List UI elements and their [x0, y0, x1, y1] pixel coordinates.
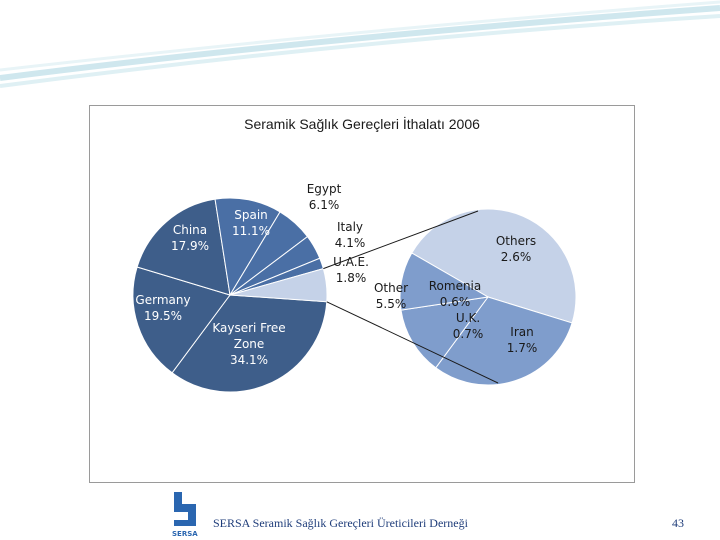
- breakout-label-u-k: U.K. 0.7%: [453, 311, 484, 341]
- connector-line-bottom: [326, 301, 499, 384]
- breakout-label-iran: Iran 1.7%: [507, 325, 538, 355]
- pie-slice-china: [136, 198, 231, 296]
- slice-label-other: Other 5.5%: [374, 281, 408, 311]
- slice-label-kayseri-free-zone: Kayseri Free Zone 34.1%: [212, 321, 285, 367]
- breakout-slice-others: [411, 208, 577, 324]
- slice-label-china: China 17.9%: [171, 223, 209, 253]
- decorative-swoosh: [0, 0, 720, 88]
- footer-text: SERSA Seramik Sağlık Gereçleri Üreticile…: [213, 516, 468, 530]
- connector-lines: [323, 210, 499, 384]
- slice-label-u-a-e: U.A.E. 1.8%: [333, 255, 369, 285]
- sersa-logo: SERSA: [172, 492, 198, 538]
- main-pie: [132, 197, 328, 393]
- breakout-slice-romenia: [399, 252, 490, 311]
- slice-label-spain: Spain 11.1%: [232, 208, 270, 238]
- pie-slice-spain: [214, 197, 281, 297]
- breakout-pie: [399, 208, 577, 386]
- slice-label-egypt: Egypt 6.1%: [307, 182, 342, 212]
- pie-slice-other: [229, 268, 328, 303]
- breakout-slice-iran: [435, 296, 573, 386]
- breakout-label-romenia: Romenia 0.6%: [429, 279, 482, 309]
- chart-title: Seramik Sağlık Gereçleri İthalatı 2006: [244, 116, 480, 132]
- logo-text: SERSA: [172, 530, 198, 538]
- pie-slice-kayseri-free-zone: [171, 294, 328, 393]
- breakout-label-others: Others 2.6%: [496, 234, 536, 264]
- connector-line-top: [323, 210, 479, 270]
- page-number: 43: [672, 516, 684, 530]
- slice-labels: Kayseri Free Zone 34.1% Germany 19.5% China 17…: [135, 182, 537, 367]
- slice-label-germany: Germany 19.5%: [135, 293, 190, 323]
- pie-slice-germany: [132, 266, 231, 374]
- slice-label-italy: Italy 4.1%: [335, 220, 366, 250]
